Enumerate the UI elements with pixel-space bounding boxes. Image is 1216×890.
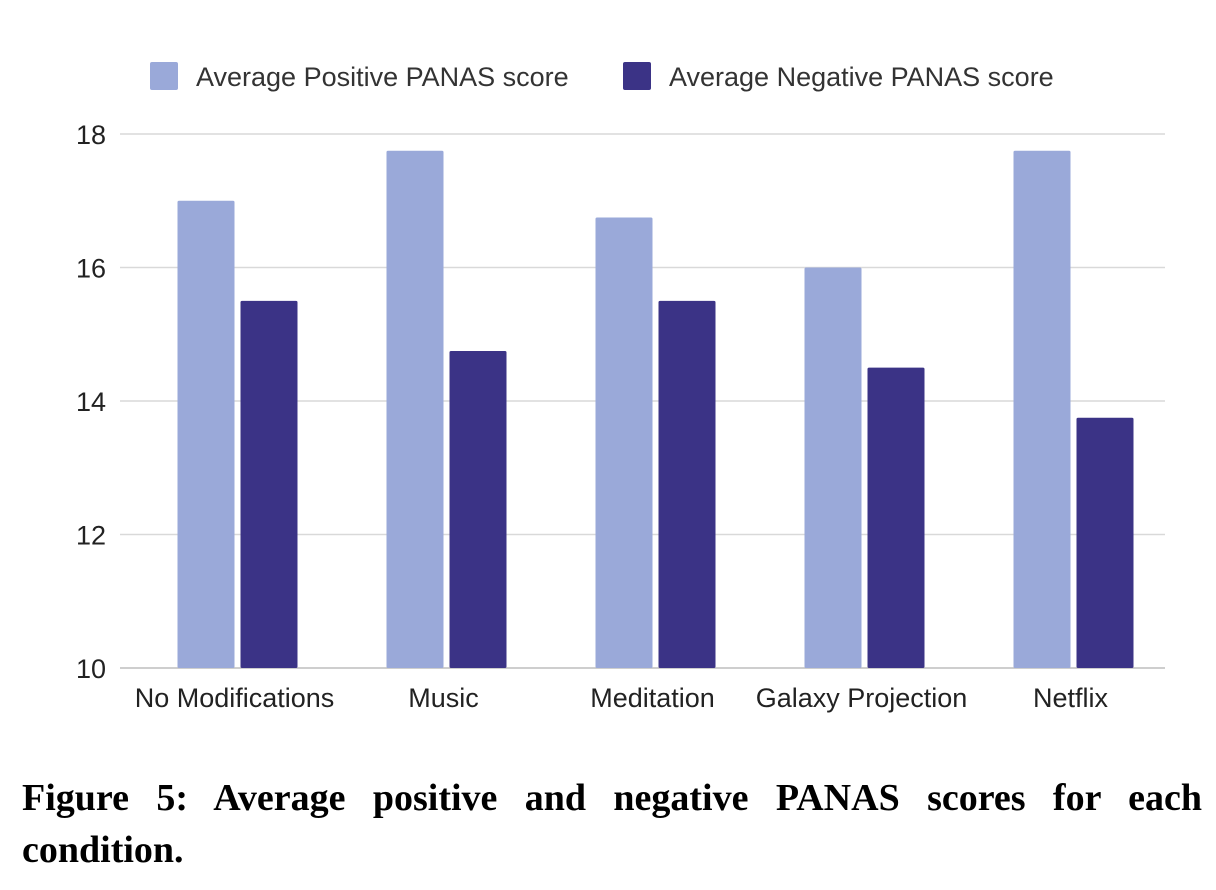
y-tick-label: 18 <box>76 120 106 150</box>
bar-negative <box>449 350 507 668</box>
bar-negative <box>658 300 716 668</box>
x-category-label: No Modifications <box>135 683 335 713</box>
figure-caption: Figure 5: Average positive and negative … <box>22 777 1202 871</box>
y-tick-label: 10 <box>76 654 106 684</box>
x-axis-categories: No Modifications Music Meditation Galaxy Pr… <box>135 683 1109 713</box>
x-category-label: Galaxy Projection <box>756 683 968 713</box>
bar-negative <box>1076 417 1134 668</box>
x-category-label: Music <box>408 683 479 713</box>
bar-positive <box>595 217 653 668</box>
bar-positive <box>177 200 235 668</box>
legend-swatch <box>623 62 651 90</box>
x-category-label: Meditation <box>590 683 715 713</box>
y-tick-label: 14 <box>76 387 106 417</box>
legend-label: Average Positive PANAS score <box>196 62 569 92</box>
legend-label: Average Negative PANAS score <box>669 62 1054 92</box>
y-tick-label: 16 <box>76 254 106 284</box>
bars <box>177 150 1134 668</box>
bar-negative <box>240 300 298 668</box>
bar-positive <box>386 150 444 668</box>
bar-positive <box>804 267 862 668</box>
legend: Average Positive PANAS score Average Nega… <box>150 62 1054 92</box>
y-tick-label: 12 <box>76 521 106 551</box>
bar-negative <box>867 367 925 668</box>
bar-positive <box>1013 150 1071 668</box>
y-axis-ticks: 10 12 14 16 18 <box>76 120 106 684</box>
legend-swatch <box>150 62 178 90</box>
bar-chart: Average Positive PANAS score Average Nega… <box>76 62 1165 713</box>
chart-svg: Average Positive PANAS score Average Nega… <box>76 62 1165 713</box>
x-category-label: Netflix <box>1033 683 1109 713</box>
